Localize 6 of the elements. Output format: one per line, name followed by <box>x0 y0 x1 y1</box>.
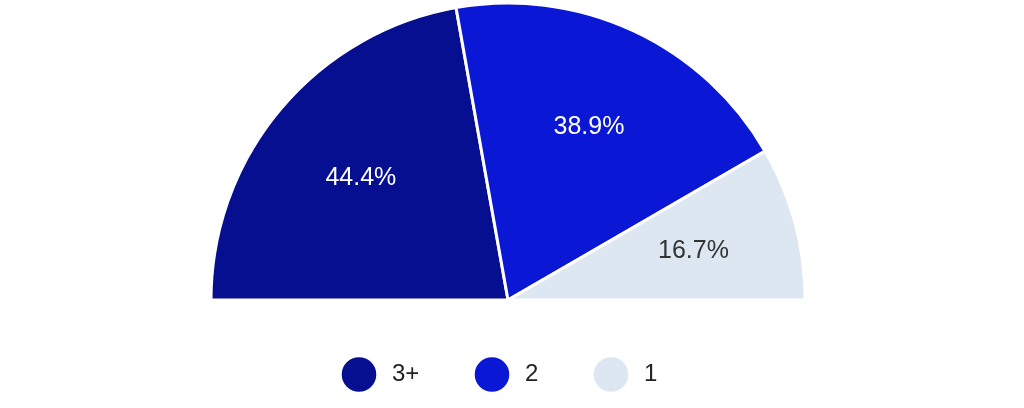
data-label: 38.9% <box>553 110 625 139</box>
data-label: 44.4% <box>325 161 397 190</box>
data-label: 16.7% <box>657 235 729 264</box>
legend-label: 2 <box>525 359 539 387</box>
legend-label: 3+ <box>392 359 420 387</box>
legend-label: 1 <box>644 359 658 387</box>
